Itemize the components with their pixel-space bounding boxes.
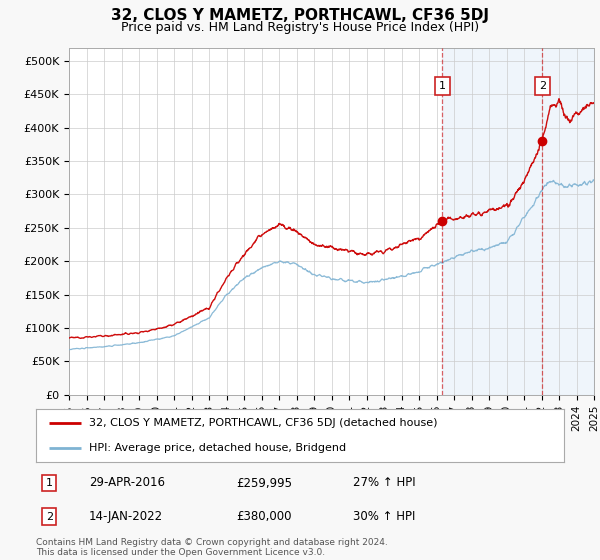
- Text: 14-JAN-2022: 14-JAN-2022: [89, 510, 163, 523]
- Text: 32, CLOS Y MAMETZ, PORTHCAWL, CF36 5DJ (detached house): 32, CLOS Y MAMETZ, PORTHCAWL, CF36 5DJ (…: [89, 418, 437, 428]
- Text: 2: 2: [539, 81, 546, 91]
- Text: 2: 2: [46, 512, 53, 521]
- Text: 1: 1: [439, 81, 446, 91]
- Text: £380,000: £380,000: [236, 510, 292, 523]
- Bar: [442, 48, 594, 395]
- Text: HPI: Average price, detached house, Bridgend: HPI: Average price, detached house, Brid…: [89, 442, 346, 452]
- Text: Price paid vs. HM Land Registry's House Price Index (HPI): Price paid vs. HM Land Registry's House …: [121, 21, 479, 34]
- Text: 1: 1: [46, 478, 53, 488]
- Text: £259,995: £259,995: [236, 477, 293, 489]
- Text: 30% ↑ HPI: 30% ↑ HPI: [353, 510, 415, 523]
- Text: 27% ↑ HPI: 27% ↑ HPI: [353, 477, 415, 489]
- Text: 32, CLOS Y MAMETZ, PORTHCAWL, CF36 5DJ: 32, CLOS Y MAMETZ, PORTHCAWL, CF36 5DJ: [111, 8, 489, 24]
- Text: 29-APR-2016: 29-APR-2016: [89, 477, 165, 489]
- Text: Contains HM Land Registry data © Crown copyright and database right 2024.
This d: Contains HM Land Registry data © Crown c…: [36, 538, 388, 557]
